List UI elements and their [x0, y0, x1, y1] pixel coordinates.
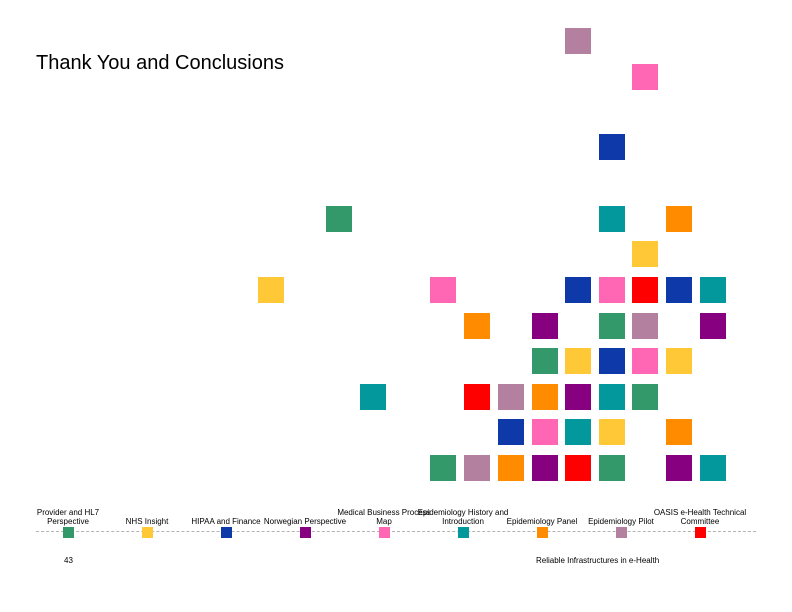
slide-title: Thank You and Conclusions: [36, 52, 284, 74]
color-square-pink: [632, 64, 658, 90]
color-square-yellow: [565, 348, 591, 374]
color-square-purple: [532, 313, 558, 339]
timeline-label: Epidemiology History and Introduction: [417, 508, 509, 526]
color-square-pink: [632, 348, 658, 374]
timeline-marker: [616, 527, 627, 538]
color-square-blue: [599, 134, 625, 160]
color-square-blue: [498, 419, 524, 445]
color-square-purple: [532, 455, 558, 481]
color-square-pink: [599, 277, 625, 303]
color-square-green: [632, 384, 658, 410]
color-square-teal: [599, 206, 625, 232]
color-square-teal: [599, 384, 625, 410]
color-square-mauve: [632, 313, 658, 339]
color-square-purple: [565, 384, 591, 410]
timeline-label: Medical Business Process Map: [337, 508, 431, 526]
color-square-orange: [666, 419, 692, 445]
timeline-marker: [63, 527, 74, 538]
color-square-red: [464, 384, 490, 410]
color-square-green: [599, 455, 625, 481]
timeline-marker: [458, 527, 469, 538]
color-square-blue: [666, 277, 692, 303]
color-square-mauve: [565, 28, 591, 54]
color-square-red: [565, 455, 591, 481]
color-square-red: [632, 277, 658, 303]
timeline-marker: [142, 527, 153, 538]
color-square-teal: [360, 384, 386, 410]
timeline-label: NHS Insight: [125, 517, 169, 526]
color-square-green: [599, 313, 625, 339]
timeline-label: OASIS e-Health Technical Committee: [653, 508, 747, 526]
timeline-marker: [300, 527, 311, 538]
color-square-teal: [700, 277, 726, 303]
color-square-blue: [599, 348, 625, 374]
color-square-purple: [700, 313, 726, 339]
color-square-purple: [666, 455, 692, 481]
color-square-pink: [532, 419, 558, 445]
page-number: 43: [64, 556, 73, 565]
color-square-pink: [430, 277, 456, 303]
timeline-marker: [379, 527, 390, 538]
color-square-orange: [532, 384, 558, 410]
color-square-blue: [565, 277, 591, 303]
footer-text: Reliable Infrastructures in e-Health: [536, 556, 660, 565]
color-square-orange: [666, 206, 692, 232]
color-square-green: [430, 455, 456, 481]
color-square-teal: [700, 455, 726, 481]
color-square-yellow: [632, 241, 658, 267]
color-square-mauve: [498, 384, 524, 410]
timeline-line: [36, 531, 756, 532]
color-square-yellow: [666, 348, 692, 374]
color-square-orange: [464, 313, 490, 339]
color-square-orange: [498, 455, 524, 481]
color-square-green: [326, 206, 352, 232]
color-square-teal: [565, 419, 591, 445]
timeline-marker: [537, 527, 548, 538]
timeline-label: Provider and HL7 Perspective: [36, 508, 100, 526]
color-square-yellow: [258, 277, 284, 303]
timeline-label: Epidemiology Pilot: [588, 517, 654, 526]
timeline-marker: [221, 527, 232, 538]
color-square-mauve: [464, 455, 490, 481]
timeline-marker: [695, 527, 706, 538]
timeline-label: HIPAA and Finance: [191, 517, 261, 526]
timeline-label: Epidemiology Panel: [506, 517, 578, 526]
color-square-green: [532, 348, 558, 374]
timeline-label: Norwegian Perspective: [263, 517, 347, 526]
color-square-yellow: [599, 419, 625, 445]
